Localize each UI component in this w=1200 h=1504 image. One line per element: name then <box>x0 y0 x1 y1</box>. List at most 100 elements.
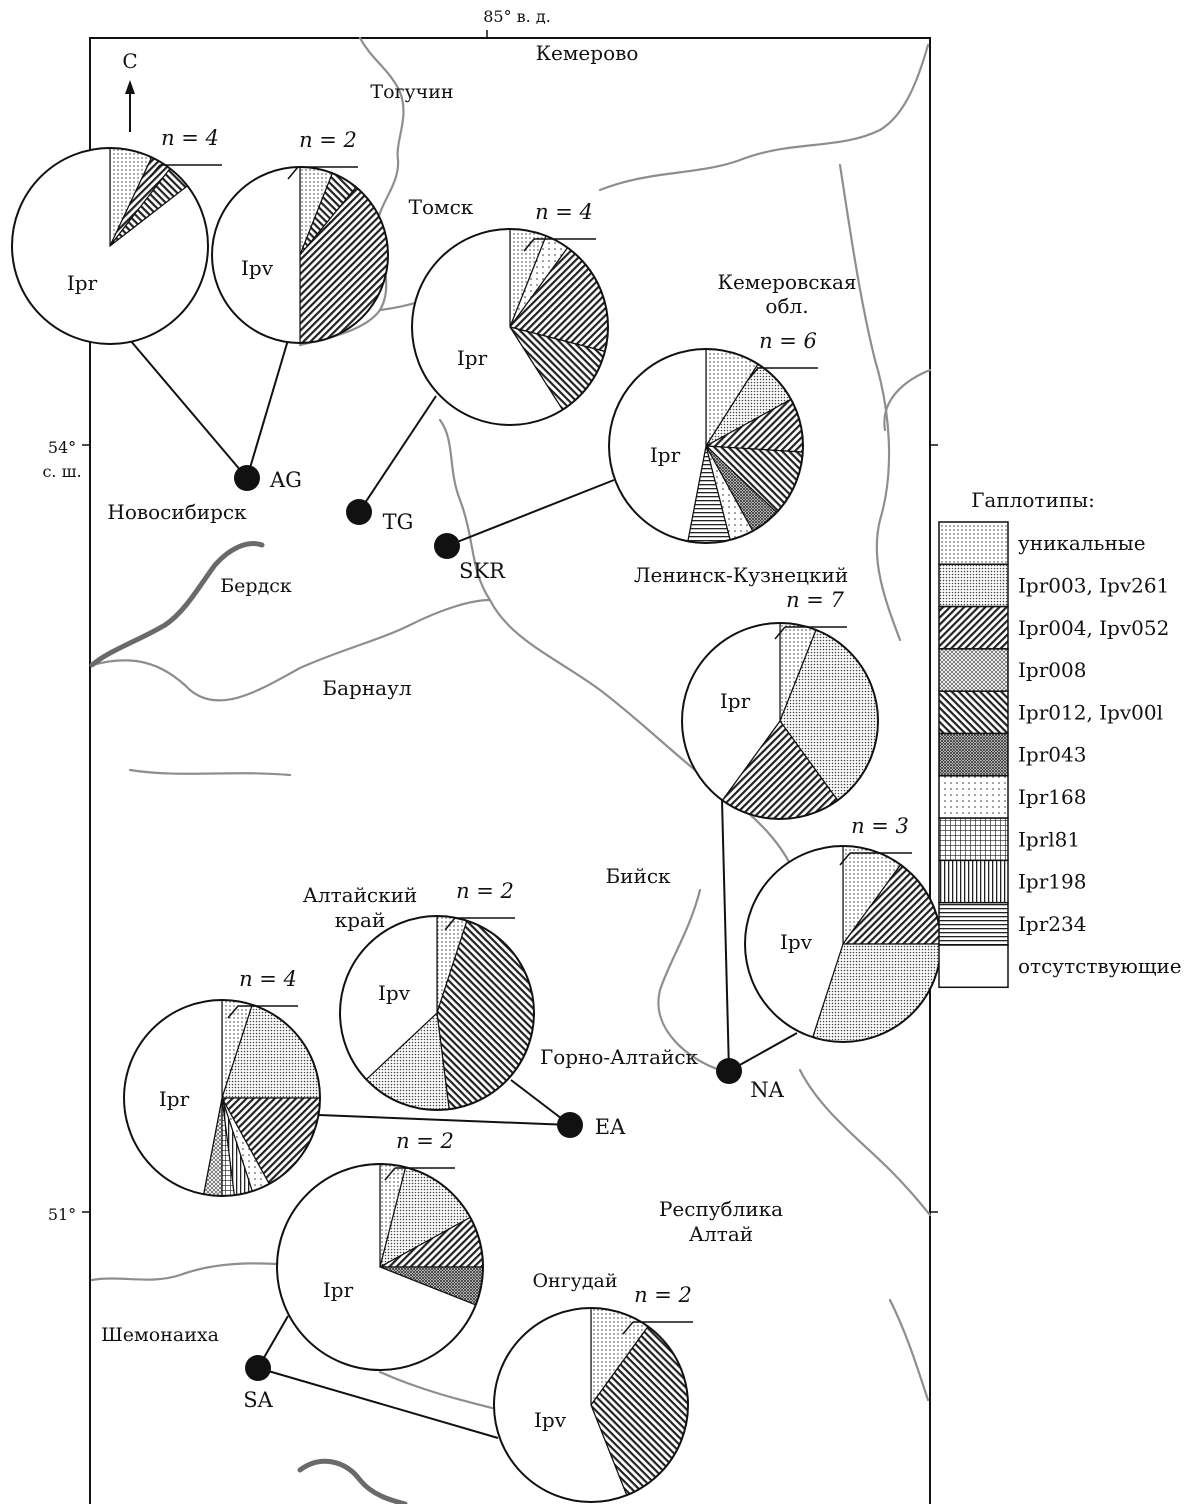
place-labels: Кемерово Тогучин Томск Кемеровская обл. … <box>101 41 856 1346</box>
pie-slice <box>211 166 301 344</box>
pie-species-label: Ipr <box>650 443 681 467</box>
pie-n-leader <box>149 164 161 178</box>
pie-species-label: Ipv <box>378 981 411 1005</box>
pie-chart-na-ipr: Ipr n = 7 <box>681 588 879 820</box>
label-altai-krai-2: край <box>335 908 386 932</box>
legend-item: отсутствующие <box>938 944 1182 989</box>
lat54-suffix: с. ш. <box>42 462 81 481</box>
river-south <box>297 1458 408 1504</box>
legend-swatch <box>938 901 1009 946</box>
legend-swatch <box>938 563 1009 608</box>
legend-label: отсутствующие <box>1018 954 1182 978</box>
legend-label: Ipr004, Ipv052 <box>1018 616 1169 640</box>
ob-reservoir <box>89 541 265 668</box>
label-toguchin: Тогучин <box>370 81 453 103</box>
label-rep-altai-2: Алтай <box>689 1222 753 1246</box>
legend-label: Ipr198 <box>1018 870 1086 894</box>
pie-n-label: n = 4 <box>161 126 219 150</box>
pie-species-label: Ipr <box>720 689 751 713</box>
pie-outline <box>339 915 535 1111</box>
legend-swatch <box>938 859 1009 904</box>
pie-n-leader <box>444 917 456 931</box>
pie-n-leader <box>287 166 299 180</box>
pie-n-leader <box>384 1167 396 1181</box>
site-code-ag: AG <box>269 468 302 492</box>
label-rep-altai-1: Республика <box>659 1197 783 1221</box>
label-altai-krai-1: Алтайский <box>303 883 418 907</box>
site-markers: AG TG SKR NA EA SA <box>234 465 785 1412</box>
legend-item: Ipr003, Ipv261 <box>938 563 1169 608</box>
pie-outline <box>608 348 804 544</box>
pie-n-label: n = 2 <box>396 1129 454 1153</box>
legend-item: Iprl81 <box>938 817 1080 862</box>
site-marker-skr <box>434 533 460 559</box>
label-kemerovo-obl-1: Кемеровская <box>717 270 856 294</box>
pie-species-label: Ipr <box>67 271 98 295</box>
site-marker-sa <box>245 1355 271 1381</box>
pie-chart-sa-ipv: Ipv n = 2 <box>493 1283 693 1503</box>
pie-outline <box>11 147 209 345</box>
lat54-value: 54° <box>48 438 76 457</box>
pie-n-label: n = 2 <box>299 128 357 152</box>
legend-label: Iprl81 <box>1018 827 1080 851</box>
admin-borders <box>90 36 932 1412</box>
pie-species-label: Ipr <box>323 1278 354 1302</box>
legend-label: Ipr234 <box>1018 912 1086 936</box>
legend-swatch <box>938 648 1009 692</box>
legend-item: Ipr004, Ipv052 <box>938 605 1169 650</box>
pie-n-label: n = 7 <box>786 588 844 612</box>
longitude-label: 85° в. д. <box>483 7 551 26</box>
pie-n-label: n = 4 <box>239 967 297 991</box>
label-shemonaikha: Шемонаиха <box>101 1324 219 1346</box>
pie-outline <box>123 999 321 1197</box>
label-kemerovo-obl-2: обл. <box>765 294 808 318</box>
pie-chart-sa-ipr: Ipr n = 2 <box>276 1129 484 1371</box>
pie-n-leader <box>227 1005 239 1019</box>
label-tomsk: Томск <box>409 195 474 219</box>
legend-item: Ipr198 <box>938 859 1086 904</box>
pie-n-label: n = 4 <box>535 200 593 224</box>
label-novosibirsk: Новосибирск <box>107 500 247 524</box>
legend: Гаплотипы: уникальные Ipr003, Ipv261 Ipr00… <box>938 488 1182 989</box>
legend-items: уникальные Ipr003, Ipv261 Ipr004, Ipv052 Ip… <box>938 521 1182 989</box>
pie-chart-tg-ipr: Ipr n = 4 <box>411 200 609 426</box>
site-code-na: NA <box>750 1078 784 1102</box>
legend-title: Гаплотипы: <box>971 488 1095 512</box>
site-marker-ea <box>557 1112 583 1138</box>
legend-swatch <box>938 732 1009 777</box>
legend-label: Ipr012, Ipv00l <box>1018 700 1163 724</box>
pie-species-label: Ipv <box>534 1408 567 1432</box>
pie-species-label: Ipv <box>241 256 274 280</box>
pie-chart-skr-ipr: Ipr n = 6 <box>608 329 818 544</box>
pie-charts: Ipr n = 4 Ipv n = 2 Ipr n = 4 Ipr n = 6 Ipr n = 7… <box>11 126 942 1503</box>
pie-n-label: n = 2 <box>456 879 514 903</box>
legend-swatch <box>938 605 1009 650</box>
pie-n-leader <box>774 626 786 640</box>
site-marker-na <box>716 1058 742 1084</box>
pie-species-label: Ipr <box>159 1087 190 1111</box>
pie-chart-ea-ipr: Ipr n = 4 <box>123 967 321 1197</box>
label-leninsk: Ленинск-Кузнецкий <box>634 563 848 587</box>
site-code-skr: SKR <box>459 559 506 583</box>
north-arrow-head <box>125 80 135 94</box>
pie-chart-ag-ipv: Ipv n = 2 <box>211 128 389 344</box>
pie-species-label: Ipv <box>780 930 813 954</box>
pie-n-leader <box>839 852 851 866</box>
legend-label: Ipr168 <box>1018 785 1086 809</box>
legend-label: Ipr003, Ipv261 <box>1018 573 1169 597</box>
label-kemerovo: Кемерово <box>536 41 639 65</box>
label-barnaul: Барнаул <box>322 676 411 700</box>
pie-n-leader <box>747 367 759 381</box>
north-arrow-label: С <box>122 49 137 73</box>
pie-outline <box>493 1307 689 1503</box>
site-code-sa: SA <box>243 1388 273 1412</box>
label-gorno-altaysk: Горно-Алтайск <box>540 1045 699 1069</box>
legend-swatch <box>938 690 1009 735</box>
legend-swatch <box>938 775 1009 819</box>
pie-chart-ag-ipr: Ipr n = 4 <box>11 126 222 345</box>
legend-item: Ipr234 <box>938 901 1086 946</box>
legend-item: Ipr168 <box>938 775 1086 819</box>
pie-outline <box>276 1163 484 1371</box>
legend-swatch <box>938 817 1009 862</box>
